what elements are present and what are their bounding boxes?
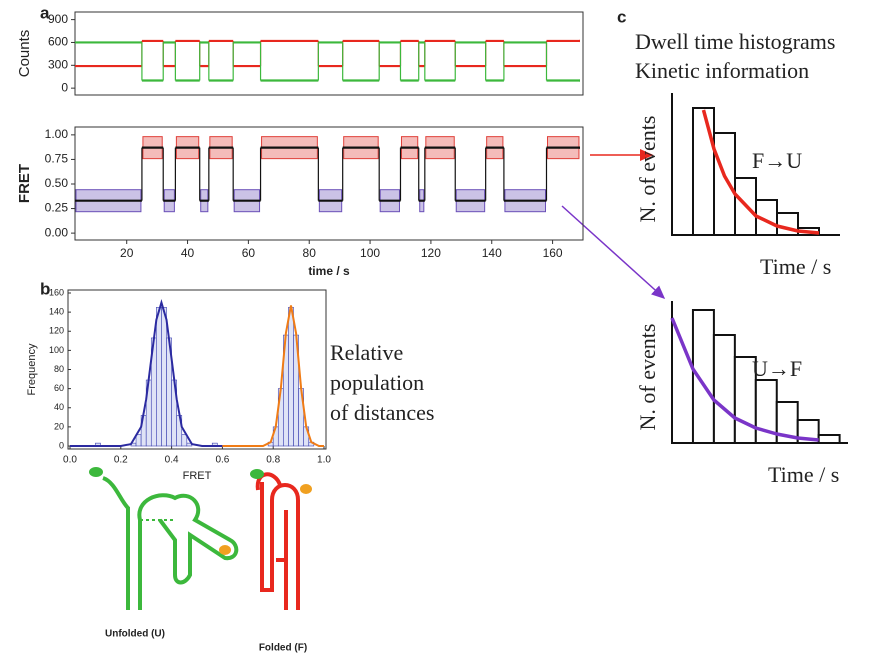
y-tick-label: 600: [48, 35, 68, 49]
y-tick-label: 40: [54, 402, 64, 412]
panel-label: c: [617, 7, 626, 26]
structure-label: Unfolded (U): [105, 629, 165, 640]
structure-label: Folded (F): [259, 643, 307, 654]
y-axis-label: FRET: [16, 164, 33, 203]
y-tick-label: 0.50: [45, 176, 69, 190]
y-tick-label: 0: [59, 440, 64, 450]
annotation: F→U: [752, 148, 802, 173]
bar: [161, 307, 167, 447]
y-tick-label: 160: [49, 287, 64, 297]
y-tick-label: 80: [54, 364, 64, 374]
rna-unfolded: [89, 467, 239, 610]
x-tick-label: 0.4: [165, 455, 179, 466]
plot-frame: [74, 11, 584, 96]
x-tick-label: 0.6: [215, 455, 229, 466]
x-tick-label: 20: [120, 246, 134, 260]
y-tick-label: 100: [49, 345, 64, 355]
fit-curve: [701, 109, 820, 235]
panel-title: Dwell time histograms: [635, 29, 835, 54]
x-axis-label: time / s: [308, 264, 350, 278]
annotation: Relative: [330, 340, 403, 365]
arrow: [561, 205, 666, 300]
annotation: population: [330, 370, 424, 395]
bar: [288, 307, 294, 447]
x-tick-label: 120: [421, 246, 441, 260]
y-axis-label: N. of events: [635, 116, 660, 223]
y-tick-label: 140: [49, 307, 64, 317]
y-tick-label: 0: [61, 80, 68, 94]
panel-label: a: [40, 3, 50, 22]
y-tick-label: 120: [49, 326, 64, 336]
y-axis-label: N. of events: [635, 324, 660, 431]
x-tick-label: 1.0: [317, 455, 331, 466]
x-tick-label: 0.0: [63, 455, 77, 466]
bar: [713, 132, 736, 236]
bar: [181, 434, 188, 447]
y-tick-label: 0.75: [45, 152, 69, 166]
x-axis-label: Time / s: [768, 462, 839, 487]
y-tick-label: 300: [48, 57, 68, 71]
panel-label: b: [40, 279, 50, 298]
x-tick-label: 100: [360, 246, 380, 260]
bar: [156, 307, 162, 447]
fit-curve: [70, 299, 223, 447]
x-tick-label: 60: [242, 246, 256, 260]
y-axis-label: Frequency: [26, 343, 38, 395]
bar: [692, 107, 715, 236]
annotation: of distances: [330, 400, 434, 425]
x-axis-label: FRET: [183, 470, 212, 482]
panel-title: Kinetic information: [635, 58, 809, 83]
x-tick-label: 0.8: [266, 455, 280, 466]
y-axis-label: Counts: [16, 30, 33, 78]
x-tick-label: 80: [303, 246, 317, 260]
y-tick-label: 900: [48, 12, 68, 26]
bar: [817, 434, 841, 444]
rna-folded: [250, 469, 312, 610]
x-axis-label: Time / s: [760, 254, 831, 279]
fit-curve: [670, 317, 819, 442]
bar: [712, 334, 736, 444]
y-tick-label: 1.00: [45, 127, 69, 141]
fit-curve: [222, 305, 324, 447]
x-tick-label: 140: [482, 246, 502, 260]
y-tick-label: 60: [54, 383, 64, 393]
y-tick-label: 0.25: [45, 201, 69, 215]
y-tick-label: 0.00: [45, 225, 69, 239]
annotation: U→F: [752, 356, 802, 381]
x-tick-label: 160: [543, 246, 563, 260]
x-tick-label: 40: [181, 246, 195, 260]
bar: [135, 434, 142, 447]
x-tick-label: 0.2: [114, 455, 128, 466]
y-tick-label: 20: [54, 421, 64, 431]
